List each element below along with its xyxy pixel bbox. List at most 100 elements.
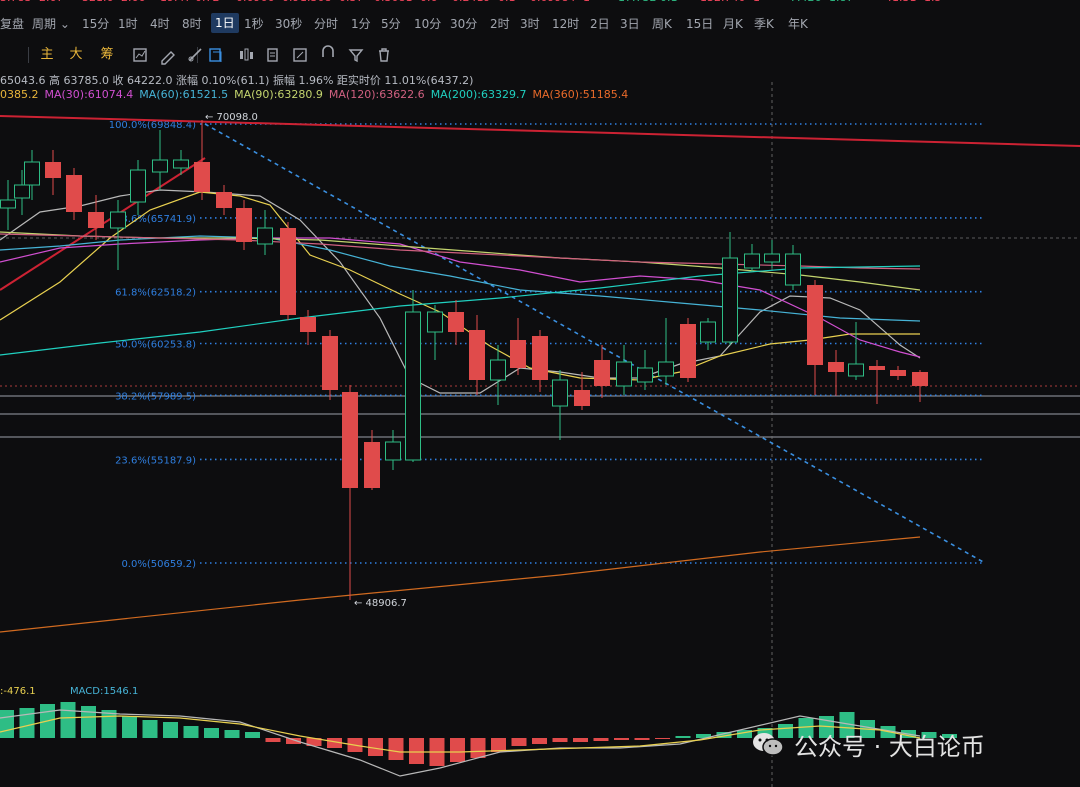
candle-type-icon[interactable] (236, 45, 256, 65)
period-16[interactable]: 12时 (552, 17, 580, 31)
period-7[interactable]: 1秒 (244, 17, 264, 31)
candle-body (658, 361, 674, 377)
candle-body (405, 311, 421, 461)
fib-label: 23.6%(55187.9) (115, 455, 196, 466)
magnet-icon[interactable] (318, 45, 338, 65)
candle-body (807, 285, 823, 365)
macd-bar (0, 710, 14, 738)
period-17[interactable]: 2日 (590, 17, 610, 31)
candle-body (744, 253, 760, 269)
macd-bar (60, 702, 76, 738)
ohlc-info-line: 65043.6 高 63785.0 收 64222.0 涨幅 0.10%(61.… (0, 74, 474, 87)
macd-bar (429, 738, 445, 766)
candle-body (616, 361, 632, 387)
macd-bar (142, 720, 158, 738)
ma-legend-item: MA(360):51185.4 (532, 88, 629, 101)
candle-body (510, 340, 526, 368)
period-3[interactable]: 1时 (118, 17, 138, 31)
candle-body (469, 330, 485, 380)
ruler-icon[interactable] (186, 45, 206, 65)
candle-body (912, 372, 928, 386)
indicator-tab-2[interactable]: 筹 (100, 47, 114, 62)
draw-pen-icon[interactable] (158, 45, 178, 65)
ma-legend-item: MA(90):63280.9 (234, 88, 323, 101)
macd-bar (409, 738, 424, 764)
divider (197, 47, 198, 63)
macd-bar (204, 728, 219, 738)
indicator-icon[interactable] (130, 45, 150, 65)
layers-icon[interactable] (206, 45, 226, 65)
ma360-line (0, 536, 921, 633)
period-11[interactable]: 5分 (381, 17, 401, 31)
period-23[interactable]: 年K (788, 17, 808, 31)
candle-body (110, 211, 126, 229)
dashed-trendline (204, 123, 986, 564)
macd-bar (634, 738, 650, 740)
period-19[interactable]: 周K (652, 17, 672, 31)
indicator-tab-1[interactable]: 大 (69, 47, 83, 62)
candle-body (45, 162, 61, 178)
candle-body (257, 227, 273, 245)
candle-body (322, 336, 338, 390)
candle-body (0, 199, 16, 209)
period-6[interactable]: 1日 (211, 13, 239, 33)
ticker-item: 0.09984 -1 (530, 0, 590, 4)
period-13[interactable]: 30分 (450, 17, 478, 31)
macd-bar (286, 738, 301, 744)
period-8[interactable]: 30秒 (275, 17, 303, 31)
candle-body (574, 390, 590, 406)
indicator-tab-0[interactable]: 主 (40, 47, 54, 62)
candle-body (785, 253, 801, 286)
period-22[interactable]: 季K (754, 17, 774, 31)
ticker-item: 321.6 -2.66 (82, 0, 145, 4)
trash-icon[interactable] (374, 45, 394, 65)
period-0[interactable]: 复盘 (0, 17, 25, 31)
watermark: 公众号 · 大白论币 (750, 724, 985, 764)
fib-label: 100.0%(69848.4) (109, 120, 196, 131)
filter-icon[interactable] (346, 45, 366, 65)
period-20[interactable]: 15日 (686, 17, 714, 31)
macd-bar (470, 738, 486, 758)
macd-bar (696, 734, 711, 738)
ma-legend: 0385.2 MA(30):61074.4 MA(60):61521.5 MA(90)… (0, 88, 634, 101)
period-12[interactable]: 10分 (414, 17, 442, 31)
macd-bar (368, 738, 383, 756)
period-5[interactable]: 8时 (182, 17, 202, 31)
copy-icon[interactable] (262, 45, 282, 65)
period-10[interactable]: 1分 (351, 17, 371, 31)
candle-body (216, 192, 232, 208)
macd-bar (101, 710, 117, 738)
candle-body (848, 363, 864, 377)
period-21[interactable]: 月K (723, 17, 743, 31)
candle-body (890, 370, 906, 376)
period-2[interactable]: 15分 (82, 17, 110, 31)
period-14[interactable]: 2时 (490, 17, 510, 31)
fib-label: 50.0%(60253.8) (115, 340, 196, 351)
edit-icon[interactable] (290, 45, 310, 65)
macd-bar (265, 738, 281, 742)
ma-line (0, 237, 921, 358)
period-4[interactable]: 4时 (150, 17, 170, 31)
macd-bar (347, 738, 363, 752)
period-toolbar: 复盘 周期 ⌄ 15分 1时 4时 8时 1日 1秒 30秒 分时 1分 5分 10分 30分 2时 3时 12… (0, 10, 1080, 36)
candle-body (490, 359, 506, 381)
ma-legend-item: 0385.2 (0, 88, 39, 101)
period-9[interactable]: 分时 (314, 17, 339, 31)
ma-line (0, 233, 921, 270)
ticker-item: 7.426 -1.87 (790, 0, 853, 4)
macd-bar (163, 722, 178, 738)
candle-body (637, 367, 653, 383)
macd-bar (511, 738, 527, 746)
macd-bar (491, 738, 506, 752)
period-1[interactable]: 周期 ⌄ (32, 17, 70, 31)
macd-bar (552, 738, 568, 742)
candle-body (680, 324, 696, 378)
macd-dif-label: :-476.1 (0, 686, 36, 697)
ticker-item: 19.47 0.72 (160, 0, 219, 4)
period-15[interactable]: 3时 (520, 17, 540, 31)
candle-body (722, 257, 738, 343)
period-18[interactable]: 3日 (620, 17, 640, 31)
candle-body (88, 212, 104, 228)
ticker-item: 132.740 -1 (700, 0, 760, 4)
